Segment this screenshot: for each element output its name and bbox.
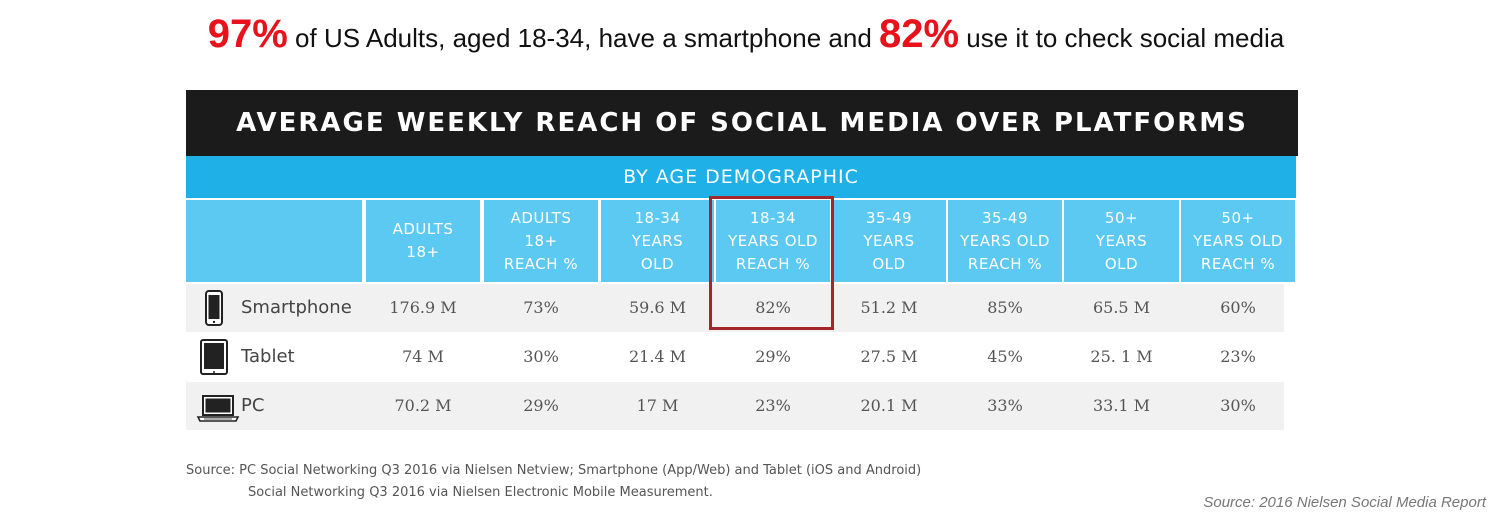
column-header-label: 18-34 YEARS OLD: [631, 208, 684, 273]
table-cell: 30%: [523, 347, 559, 366]
row-device: Smartphone: [186, 284, 364, 332]
table-cell: 23%: [755, 396, 791, 415]
smartphone-icon: [196, 290, 232, 326]
column-header-label: 18-34 YEARS OLD REACH %: [728, 208, 818, 273]
headline-text-2: use it to check social media: [959, 23, 1285, 53]
column-header-6: 50+ YEARS OLD: [1064, 200, 1179, 282]
table-cell: 33%: [987, 396, 1023, 415]
table-cell: 21.4 M: [628, 347, 687, 366]
reach-table: AVERAGE WEEKLY REACH OF SOCIAL MEDIA OVE…: [186, 90, 1298, 432]
table-cell: 33.1 M: [1092, 396, 1151, 415]
table-title: AVERAGE WEEKLY REACH OF SOCIAL MEDIA OVE…: [186, 90, 1298, 156]
source-note: Source: PC Social Networking Q3 2016 via…: [186, 460, 921, 504]
column-header-label: 50+ YEARS OLD REACH %: [1193, 208, 1283, 273]
column-header-7: 50+ YEARS OLD REACH %: [1181, 200, 1295, 282]
column-header-5: 35-49 YEARS OLD REACH %: [948, 200, 1062, 282]
row-device-label: Smartphone: [241, 297, 352, 318]
table-cell: 29%: [523, 396, 559, 415]
column-header-label: ADULTS 18+: [392, 220, 454, 261]
table-cell: 82%: [755, 298, 791, 317]
table-cell: 27.5 M: [860, 347, 918, 366]
column-header-0: ADULTS 18+: [366, 200, 480, 282]
source-credit: Source: 2016 Nielsen Social Media Report: [1203, 494, 1486, 511]
table-cell: 60%: [1220, 298, 1256, 317]
row-device-label: PC: [241, 395, 265, 416]
column-header-row: ADULTS 18+ ADULTS 18+ REACH % 18-34 YEARS …: [186, 200, 1298, 282]
table-cell: 59.6 M: [628, 298, 687, 317]
column-header-3: 18-34 YEARS OLD REACH %: [716, 200, 830, 282]
column-header-2: 18-34 YEARS OLD: [601, 200, 714, 282]
table-cell: 17 M: [636, 396, 679, 415]
tablet-icon: [196, 339, 232, 375]
table-cell: 20.1 M: [860, 396, 918, 415]
table-cell: 74 M: [402, 347, 444, 366]
headline-text-1: of US Adults, aged 18-34, have a smartph…: [287, 23, 879, 53]
headline-pct-social: 82%: [879, 12, 960, 56]
table-cell: 51.2 M: [860, 298, 918, 317]
table-row: Tablet 74 M 30% 21.4 M 29% 27.5 M 45% 25. 1 M 23…: [186, 333, 1284, 381]
column-header-label: 35-49 YEARS OLD REACH %: [960, 208, 1050, 273]
column-header-device: [186, 200, 362, 282]
row-device: Tablet: [186, 333, 364, 381]
table-cell: 29%: [755, 347, 791, 366]
headline-pct-smartphone: 97%: [207, 12, 288, 56]
table-subtitle: BY AGE DEMOGRAPHIC: [186, 156, 1298, 198]
table-cell: 85%: [987, 298, 1023, 317]
row-device-label: Tablet: [241, 346, 295, 367]
column-header-4: 35-49 YEARS OLD: [832, 200, 946, 282]
table-row: PC 70.2 M 29% 17 M 23% 20.1 M 33% 33.1 M 30%: [186, 382, 1284, 430]
column-header-label: ADULTS 18+ REACH %: [503, 208, 579, 273]
table-cell: 30%: [1220, 396, 1256, 415]
laptop-icon: [196, 388, 240, 424]
table-row: Smartphone 176.9 M 73% 59.6 M 82% 51.2 M 85% 65…: [186, 284, 1284, 332]
table-cell: 176.9 M: [389, 298, 457, 317]
table-cell: 25. 1 M: [1090, 347, 1153, 366]
table-cell: 70.2 M: [394, 396, 452, 415]
column-header-label: 35-49 YEARS OLD: [863, 208, 915, 273]
column-header-label: 50+ YEARS OLD: [1095, 208, 1148, 273]
table-cell: 73%: [523, 298, 559, 317]
source-line-1: Source: PC Social Networking Q3 2016 via…: [186, 463, 922, 478]
row-device: PC: [186, 382, 364, 430]
table-cell: 23%: [1220, 347, 1256, 366]
source-line-2: Social Networking Q3 2016 via Nielsen El…: [248, 485, 713, 500]
headline: 97% of US Adults, aged 18-34, have a sma…: [0, 12, 1492, 57]
column-header-1: ADULTS 18+ REACH %: [484, 200, 598, 282]
table-cell: 45%: [987, 347, 1023, 366]
table-cell: 65.5 M: [1092, 298, 1151, 317]
